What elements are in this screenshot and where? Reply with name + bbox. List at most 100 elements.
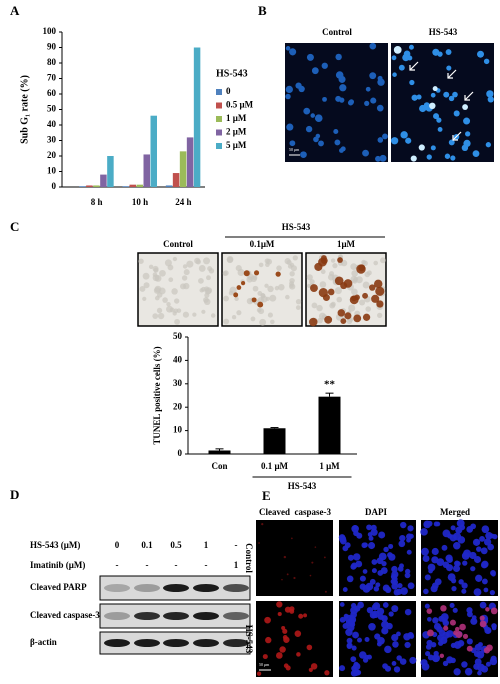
bar — [165, 185, 173, 187]
cell — [171, 288, 178, 295]
cell — [265, 636, 272, 644]
cell — [442, 618, 448, 624]
cell — [168, 277, 174, 283]
cell — [361, 259, 366, 265]
cell — [426, 608, 433, 614]
band — [104, 584, 130, 592]
cell — [320, 269, 326, 275]
x-tick-label: Con — [211, 461, 227, 471]
cell — [461, 552, 470, 560]
lane-value: 0 — [115, 540, 120, 550]
cell — [282, 635, 288, 640]
cell — [348, 304, 356, 312]
cell — [461, 144, 469, 152]
micrograph — [421, 601, 498, 677]
cell — [228, 290, 234, 296]
cell — [487, 96, 494, 103]
cell — [455, 626, 460, 632]
cell — [258, 262, 264, 268]
cell — [362, 542, 368, 548]
cell — [484, 626, 490, 632]
cell — [355, 560, 363, 568]
cell — [453, 564, 461, 573]
cell — [368, 535, 374, 541]
legend-label: 2 μM — [226, 127, 247, 137]
cell — [295, 305, 301, 310]
cell — [324, 315, 333, 324]
cell — [234, 296, 239, 302]
cell — [432, 48, 440, 56]
cell — [321, 255, 327, 261]
cell — [276, 652, 283, 659]
cell — [446, 65, 452, 71]
cell — [382, 133, 388, 140]
cell — [369, 72, 377, 80]
cell — [369, 42, 377, 50]
cell — [311, 302, 318, 309]
cell — [206, 275, 211, 281]
cell — [139, 286, 146, 292]
cell — [339, 602, 345, 607]
cell — [390, 137, 399, 145]
cell — [371, 568, 377, 574]
y-axis-label: TUNEL positive cells (%) — [152, 346, 162, 444]
cell — [350, 611, 357, 619]
cell — [382, 602, 389, 608]
cell — [355, 276, 363, 284]
cell — [445, 554, 453, 562]
cell — [198, 277, 204, 284]
group-label: HS-543 — [288, 481, 317, 491]
cell — [138, 258, 144, 264]
cell — [371, 294, 380, 303]
x-tick-label: 0.1 μM — [261, 461, 289, 471]
cell — [411, 94, 418, 101]
cell — [269, 294, 277, 302]
cell — [283, 663, 289, 669]
cell — [346, 637, 353, 644]
cell — [166, 305, 173, 313]
cell — [423, 588, 429, 595]
cell — [237, 268, 245, 276]
cell — [174, 318, 181, 325]
arrow-head — [464, 95, 470, 101]
cell — [469, 551, 477, 560]
cell — [252, 285, 259, 292]
cell — [174, 298, 180, 304]
cell — [453, 542, 461, 550]
cell — [400, 521, 407, 529]
cell — [346, 575, 354, 583]
cell — [475, 574, 483, 582]
cell — [431, 654, 440, 663]
cell — [260, 293, 266, 299]
cell — [402, 53, 410, 62]
x-tick-label: 1 μM — [319, 461, 340, 471]
cell — [192, 312, 197, 317]
y-tick-label: 10 — [47, 166, 57, 176]
cell — [425, 644, 432, 650]
cell — [311, 67, 319, 75]
cell — [448, 95, 455, 102]
bar — [150, 115, 157, 187]
scale-label: 50 μm — [289, 147, 300, 152]
cell — [391, 661, 397, 666]
legend-title: HS-543 — [216, 68, 248, 79]
micrograph — [256, 520, 333, 596]
y-tick-label: 80 — [47, 57, 57, 67]
cell — [289, 271, 295, 277]
cell — [143, 282, 150, 289]
cell — [480, 547, 488, 555]
lane-value: 1 — [234, 560, 239, 570]
cell — [398, 64, 405, 71]
image-label: HS-543 — [429, 27, 458, 37]
bar — [263, 428, 286, 454]
bar — [107, 156, 114, 187]
band — [193, 639, 219, 647]
cell — [223, 270, 229, 276]
cell — [286, 573, 289, 576]
cell — [281, 578, 283, 581]
cell — [152, 272, 158, 277]
bar — [318, 396, 341, 454]
cell — [339, 84, 347, 92]
bar — [208, 450, 231, 454]
cell — [461, 661, 468, 668]
